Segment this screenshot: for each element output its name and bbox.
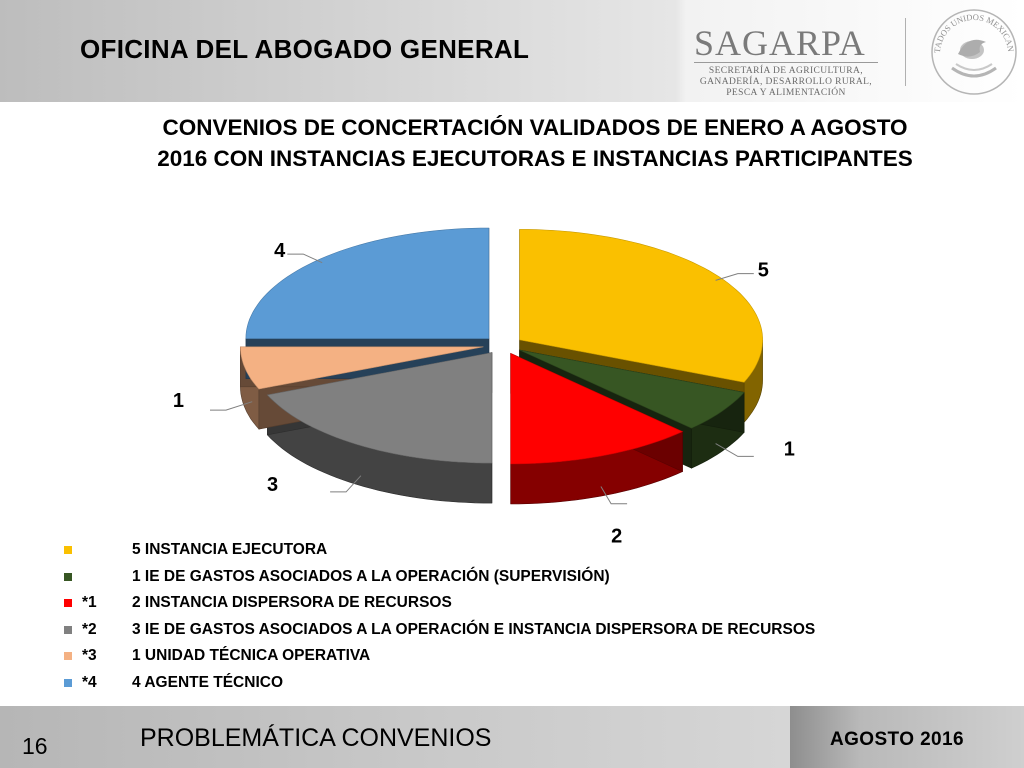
legend-swatch: [64, 652, 72, 660]
legend-item: *1 2 INSTANCIA DISPERSORA DE RECURSOS: [62, 593, 1022, 620]
legend-note: *2: [82, 620, 97, 638]
legend-swatch: [64, 546, 72, 554]
logo-subtitle-line: PESCA Y ALIMENTACIÓN: [726, 88, 846, 98]
legend-note: *3: [82, 647, 97, 664]
legend-label: 3 IE DE GASTOS ASOCIADOS A LA OPERACIÓN …: [132, 620, 816, 638]
slice-2-top: [519, 349, 745, 429]
slice-2-leader-line: [715, 443, 754, 457]
legend-swatch: [64, 678, 72, 687]
slice-3-top: [510, 352, 684, 465]
legend-label: 2 INSTANCIA DISPERSORA DE RECURSOS: [132, 594, 452, 611]
national-seal-icon: ESTADOS UNIDOS MEXICANOS: [928, 4, 1017, 95]
pie-tops-layer: [240, 227, 763, 465]
legend-item: 1 IE DE GASTOS ASOCIADOS A LA OPERACIÓN …: [62, 567, 1022, 594]
chart-legend: 5 INSTANCIA EJECUTORA 1 IE DE GASTOS ASOC…: [62, 540, 1022, 699]
legend-item: *3 1 UNIDAD TÉCNICA OPERATIVA: [62, 646, 1022, 673]
legend-item: *4 4 AGENTE TÉCNICO: [62, 673, 1022, 700]
footer-bar: [0, 706, 790, 768]
footer-date-panel: [790, 706, 1024, 768]
pie-leaders-layer: [210, 253, 754, 505]
legend-label: 4 AGENTE TÉCNICO: [132, 673, 283, 691]
footer-date: AGOSTO 2016: [830, 729, 964, 750]
legend-swatch: [64, 599, 72, 607]
slice-6-leader-line: [287, 253, 323, 264]
legend-swatch: [64, 625, 72, 634]
slice-4-leader-line: [330, 475, 362, 493]
header-divider: [905, 18, 906, 86]
slice-2-value-label: 1: [784, 438, 795, 460]
legend-label: 1 IE DE GASTOS ASOCIADOS A LA OPERACIÓN …: [132, 567, 610, 585]
legend-label: 1 UNIDAD TÉCNICA OPERATIVA: [132, 647, 371, 664]
page-title: OFICINA DEL ABOGADO GENERAL: [80, 34, 530, 64]
legend-item: *2 3 IE DE GASTOS ASOCIADOS A LA OPERACIÓ…: [62, 620, 1022, 647]
slice-1-leader-line: [715, 273, 754, 281]
slice-4-top: [266, 352, 493, 464]
footer-title: PROBLEMÁTICA CONVENIOS: [140, 724, 492, 752]
legend-note: *4: [82, 673, 97, 691]
logo-subtitle-line: GANADERÍA, DESARROLLO RURAL,: [699, 77, 873, 87]
slice-1-value-label: 5: [758, 260, 769, 282]
logo-rule: [694, 62, 878, 63]
legend-note: *1: [82, 594, 97, 611]
pie-labels-layer: 5 1 2 3 1 4: [173, 240, 795, 548]
slice-5-top: [240, 346, 484, 390]
slice-6-value-label: 4: [274, 240, 286, 262]
logo-subtitle-line: SECRETARÍA DE AGRICULTURA,: [708, 66, 864, 76]
slice-5-value-label: 1: [173, 390, 184, 412]
legend-label: 5 INSTANCIA EJECUTORA: [132, 541, 328, 558]
slice-5-leader-line: [210, 401, 253, 411]
sagarpa-logo-text: SAGARPA: [694, 23, 866, 63]
slice-3-leader-line: [600, 486, 628, 505]
page-number: 16: [22, 733, 48, 759]
legend-swatch: [64, 572, 72, 581]
slice-3-value-label: 2: [611, 526, 622, 548]
chart-title: CONVENIOS DE CONCERTACIÓN VALIDADOS DE E…: [157, 115, 913, 171]
legend-item: 5 INSTANCIA EJECUTORA: [62, 540, 1022, 567]
slice-4-value-label: 3: [267, 474, 278, 496]
header-bar: [0, 0, 1024, 102]
